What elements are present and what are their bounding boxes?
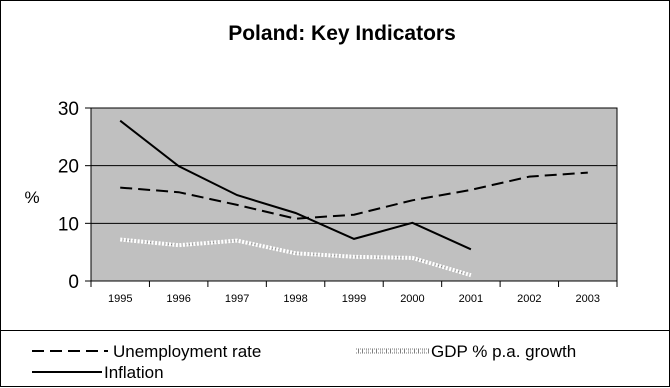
x-tick-label: 1997 (225, 293, 249, 305)
legend-box (0, 330, 670, 387)
x-tick-label: 1998 (283, 293, 307, 305)
x-tick-label: 2003 (576, 293, 600, 305)
x-tick-label: 2000 (400, 293, 424, 305)
y-tick-label: 10 (58, 214, 79, 235)
x-tick-label: 1996 (166, 293, 190, 305)
series-line-unemployment-rate (120, 171, 588, 220)
x-tick-label: 1995 (108, 293, 132, 305)
x-tick-label: 1999 (342, 293, 366, 305)
legend-label-gdp-p-a-growth: GDP % p.a. growth (431, 342, 576, 361)
y-tick-label: 20 (58, 157, 79, 178)
series-line-inflation (119, 119, 472, 251)
legend: Unemployment rate GDP % p.a. growth Inflat… (32, 342, 576, 382)
y-axis-label: % (24, 188, 39, 207)
x-tick-label: 2002 (517, 293, 541, 305)
plot-area (90, 107, 618, 282)
chart-title: Poland: Key Indicators (228, 22, 456, 45)
y-tick-label: 30 (58, 99, 79, 120)
legend-label-unemployment-rate: Unemployment rate (113, 342, 261, 361)
x-axis-ticks: 1995 1996 1997 1998 1999 2000 2001 2002 2003 (90, 281, 618, 305)
legend-label-inflation: Inflation (104, 363, 164, 382)
series-lines (119, 119, 588, 278)
x-tick-label: 2001 (459, 293, 483, 305)
series-line-gdp-p-a-growth (120, 237, 472, 278)
y-tick-label: 0 (68, 272, 79, 293)
y-axis-ticks: 0 10 20 30 (58, 99, 91, 293)
